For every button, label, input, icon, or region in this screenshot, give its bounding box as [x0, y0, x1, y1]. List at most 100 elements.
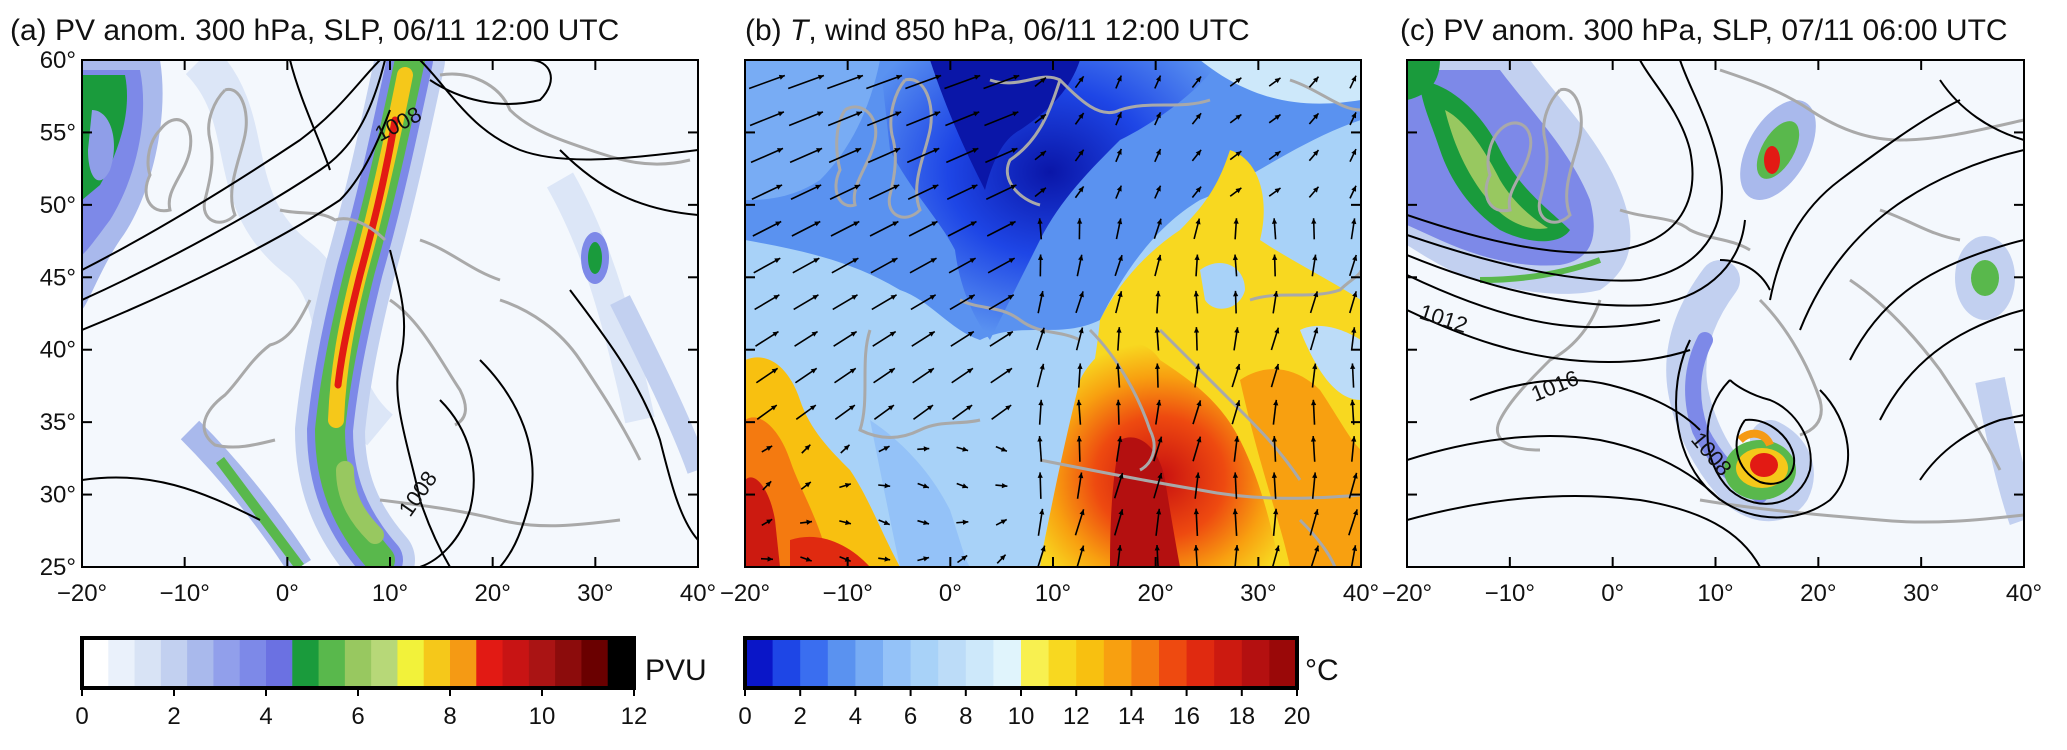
wind-vector-head: [1115, 399, 1122, 406]
panel-a-slp-contours: [82, 60, 698, 567]
wind-vector-head: [1155, 75, 1161, 82]
wind-vector-head: [1312, 363, 1318, 370]
wind-vector-head: [1040, 114, 1046, 120]
panel-c-ticks: −20° −10° 0° 10° 20° 30° 40°: [1382, 59, 2042, 607]
wind-vector-head: [1040, 151, 1046, 157]
colorbar-tick-label: 4: [849, 703, 862, 730]
wind-vector-head: [1271, 436, 1278, 442]
lon-tick-label: 20°: [1800, 580, 1836, 607]
wind-vector-head: [1313, 76, 1319, 83]
colorbar-swatch: [318, 638, 346, 688]
panel-c-slp-contours: [1407, 60, 2024, 567]
colorbar-tick-label: 20: [1284, 703, 1311, 730]
wind-vector-head: [1351, 112, 1357, 119]
wind-vector-head: [771, 368, 778, 374]
wind-vector-head: [1195, 186, 1202, 193]
wind-vector-head: [1233, 290, 1239, 297]
wind-vector-head: [1233, 218, 1239, 224]
wind-vector-head: [813, 258, 820, 264]
wind-vector-head: [1118, 472, 1124, 479]
wind-vector-head: [804, 444, 811, 451]
wind-vector-head: [772, 331, 779, 337]
lon-tick-label: −10°: [160, 580, 210, 607]
wind-vector-head: [1076, 218, 1083, 224]
wind-vector: [905, 74, 942, 90]
wind-vector: [788, 111, 824, 127]
wind-vector-head: [1310, 436, 1317, 442]
wind-vector-head: [1040, 187, 1046, 194]
wind-vector-head: [1038, 399, 1044, 406]
wind-vector-head: [767, 556, 773, 562]
lon-tick-label: 30°: [1903, 580, 1939, 607]
wind-vector-head: [855, 148, 862, 153]
wind-vector-head: [1193, 290, 1199, 297]
wind-vector-head: [927, 368, 934, 374]
wind-vector-head: [1232, 472, 1239, 478]
wind-vector-head: [1193, 327, 1200, 333]
wind-vector: [985, 147, 1018, 164]
panel-c-coastlines: [1484, 68, 2024, 524]
wind-vector-head: [973, 111, 980, 117]
wind-vector-head: [1235, 187, 1242, 194]
wind-vector-head: [1195, 472, 1201, 479]
wind-vector-head: [1076, 399, 1082, 406]
wind-vector-head: [1076, 436, 1082, 442]
wind-vector-head: [765, 481, 772, 488]
lat-tick-label: 40°: [40, 337, 76, 364]
lon-tick-label: 20°: [1138, 580, 1174, 607]
wind-vector-head: [774, 258, 781, 264]
wind-vector-head: [967, 368, 973, 374]
wind-vector-head: [934, 111, 941, 117]
wind-vector-head: [1078, 472, 1084, 479]
wind-vector-head: [969, 258, 976, 264]
wind-vector-head: [816, 148, 823, 153]
wind-vector-head: [929, 294, 936, 300]
wind-vector-head: [843, 444, 850, 451]
lon-tick-label: −20°: [1382, 580, 1432, 607]
wind-vector-head: [935, 74, 942, 80]
panel-a-title: (a) PV anom. 300 hPa, SLP, 06/11 12:00 U…: [10, 14, 619, 47]
wind-vector-head: [1194, 254, 1200, 261]
lon-tick-label: 0°: [1601, 580, 1624, 607]
wind-vector-head: [1273, 290, 1279, 297]
wind-vector-head: [1311, 218, 1317, 224]
wind-vector-head: [1011, 148, 1018, 153]
wind-vector-head: [850, 331, 857, 337]
wind-vector-head: [1313, 113, 1319, 120]
wind-vector-head: [1351, 218, 1357, 225]
wind-vector-head: [1037, 218, 1043, 224]
wind-vector: [946, 184, 978, 200]
wind-vector-head: [1078, 149, 1084, 156]
wind-vector-head: [1274, 114, 1281, 120]
colorbar-tick-label: 0: [738, 703, 751, 730]
wind-vector-head: [1039, 291, 1045, 297]
wind-vector-head: [1351, 149, 1357, 156]
wind-vector-head: [1156, 254, 1162, 261]
wind-vector-head: [893, 184, 900, 190]
wind-vector-head: [884, 556, 891, 562]
wind-vector-head: [1312, 254, 1318, 261]
wind-vector-head: [1079, 545, 1085, 552]
lat-tick-label: 35°: [40, 409, 76, 436]
colorbar-tick-label: 10: [1008, 703, 1035, 730]
temperature-colorbar: 0 2 4 6 8 10 12 14 16 18 20: [738, 636, 1311, 730]
wind-vector-head: [1155, 185, 1161, 192]
panel-c-title: (c) PV anom. 300 hPa, SLP, 07/11 06:00 U…: [1400, 14, 2008, 47]
colorbar-tick-label: 8: [959, 703, 972, 730]
wind-vector-head: [814, 221, 821, 227]
wind-vector-head: [1117, 436, 1123, 442]
wind-vector-head: [1232, 254, 1239, 261]
pv-colorbar: 0 2 4 6 8 10 12: [75, 636, 647, 730]
colorbar-swatch: [965, 638, 994, 688]
wind-vector-head: [851, 294, 858, 300]
wind-vector-head: [895, 111, 902, 117]
wind-vector-head: [1235, 114, 1242, 120]
lon-tick-label: 30°: [1240, 580, 1276, 607]
wind-vector-head: [1006, 331, 1013, 337]
colorbar-swatch: [108, 638, 136, 688]
wind-vector-head: [1012, 111, 1019, 117]
wind-vector-head: [1274, 151, 1281, 157]
wind-vector-head: [1193, 545, 1199, 551]
wind-vector-head: [1078, 76, 1084, 83]
wind-vector-head: [971, 184, 978, 190]
